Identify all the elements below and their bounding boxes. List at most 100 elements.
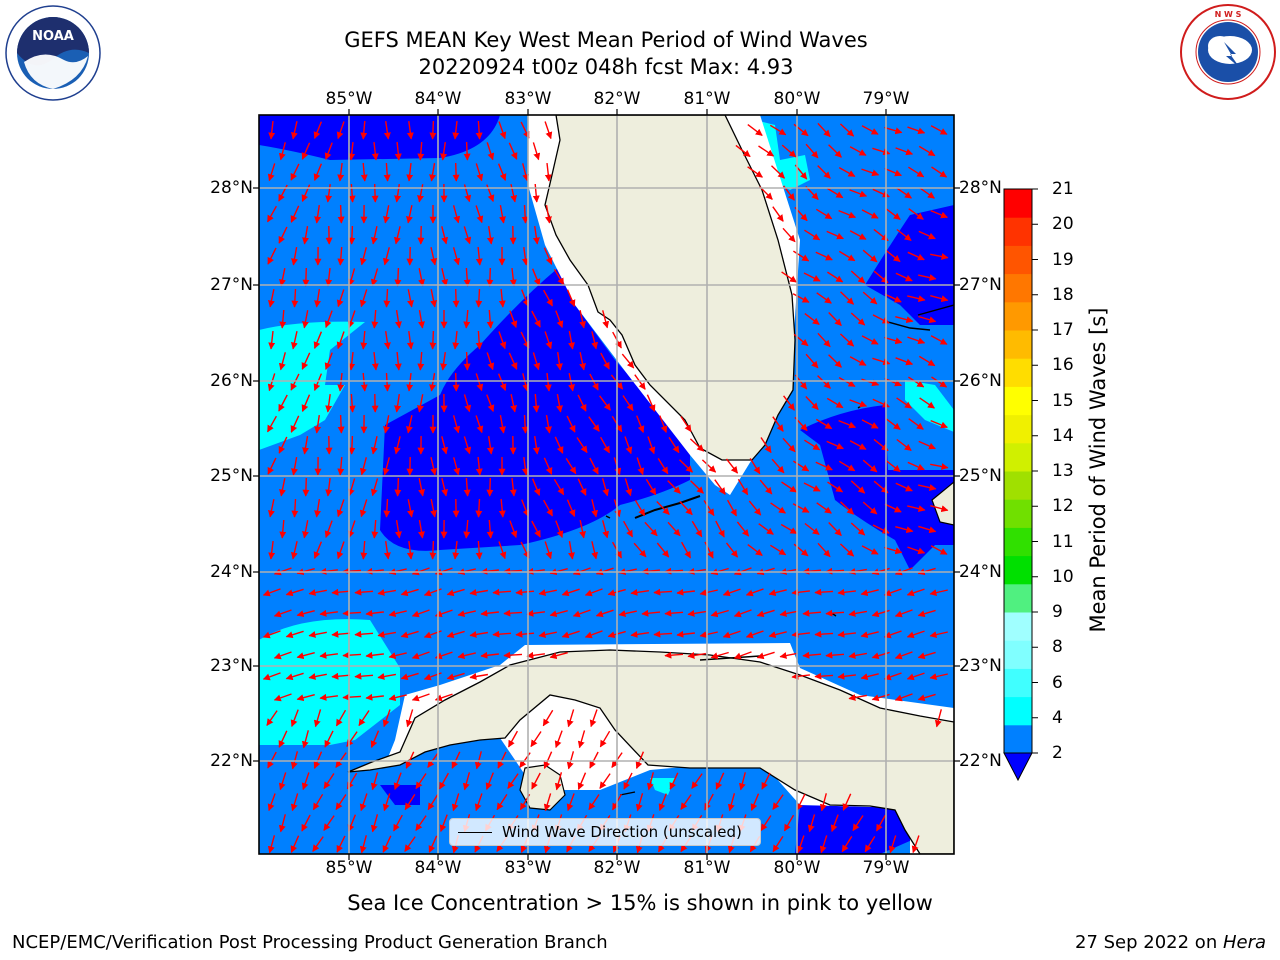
wave-direction-arrow	[745, 630, 764, 639]
wave-direction-arrow	[699, 589, 718, 597]
colorbar-segment	[1004, 471, 1032, 500]
wave-direction-arrow	[335, 794, 347, 811]
wave-direction-arrow	[679, 459, 694, 473]
colorbar-segment	[1004, 612, 1032, 641]
wave-direction-arrow	[400, 672, 419, 681]
lat-tick-left: 26°N	[210, 371, 253, 391]
wave-direction-arrow	[278, 394, 288, 412]
wave-direction-arrow	[542, 709, 554, 727]
wave-direction-arrow	[319, 693, 338, 701]
wave-direction-arrow	[635, 751, 645, 769]
wave-direction-arrow	[418, 268, 425, 287]
wave-direction-arrow	[521, 204, 529, 224]
noaa-logo-text: NOAA	[32, 29, 74, 44]
wave-direction-arrow	[348, 183, 356, 203]
wave-direction-arrow	[475, 415, 484, 434]
wave-direction-arrow	[475, 246, 483, 266]
footer-machine: Hera	[1222, 932, 1266, 953]
wave-direction-arrow	[452, 288, 460, 308]
wave-direction-arrow	[290, 163, 300, 181]
wave-direction-arrow	[508, 142, 518, 160]
wave-direction-arrow	[680, 794, 692, 810]
wave-direction-arrow	[336, 541, 345, 560]
wave-direction-arrow	[544, 373, 552, 392]
wave-direction-arrow	[383, 498, 391, 518]
wave-direction-arrow	[781, 144, 797, 158]
wave-direction-arrow	[862, 459, 878, 473]
wave-direction-arrow	[701, 459, 717, 473]
wave-direction-arrow	[545, 414, 552, 434]
wave-direction-arrow	[815, 461, 833, 471]
wave-direction-arrow	[522, 163, 530, 182]
footer-date: 27 Sep 2022 on Hera	[1075, 932, 1266, 954]
wave-direction-arrow	[768, 631, 787, 639]
wave-direction-arrow	[354, 588, 374, 596]
colorbar-tick-label: 21	[1052, 179, 1074, 199]
wave-direction-arrow	[635, 793, 644, 812]
wave-direction-arrow	[861, 378, 880, 387]
wave-direction-arrow	[457, 610, 476, 618]
wave-direction-arrow	[679, 500, 693, 516]
wave-direction-arrow	[492, 630, 512, 638]
wave-direction-arrow	[646, 772, 654, 791]
wave-direction-arrow	[498, 541, 507, 560]
wave-direction-arrow	[313, 541, 323, 559]
colorbar-tick-label: 14	[1052, 425, 1074, 446]
wave-direction-arrow	[588, 416, 600, 432]
lon-tick-bottom: 83°W	[504, 858, 552, 878]
colorbar-segment	[1004, 301, 1032, 331]
wave-direction-arrow	[676, 630, 695, 638]
wave-direction-arrow	[302, 310, 309, 329]
wave-direction-arrow	[804, 313, 820, 325]
wave-direction-arrow	[475, 205, 484, 224]
wave-direction-arrow	[792, 293, 810, 303]
wave-direction-arrow	[538, 589, 557, 596]
wave-direction-arrow	[521, 414, 529, 434]
wave-direction-arrow	[815, 418, 833, 430]
colorbar-segment	[1004, 668, 1032, 698]
wave-direction-arrow	[814, 630, 834, 638]
wave-direction-arrow	[805, 353, 819, 369]
lon-tick-top: 82°W	[593, 89, 641, 109]
wave-direction-arrow	[365, 693, 384, 701]
lat-tick-right: 23°N	[959, 656, 1002, 676]
wave-direction-arrow	[918, 440, 936, 450]
wave-direction-arrow	[782, 437, 796, 453]
wave-direction-arrow	[884, 377, 902, 387]
wave-direction-arrow	[531, 520, 541, 538]
wave-direction-arrow	[622, 520, 634, 538]
wave-direction-arrow	[296, 694, 315, 702]
wave-direction-arrow	[417, 184, 424, 203]
lon-tick-top: 84°W	[414, 89, 462, 109]
wave-direction-arrow	[314, 204, 322, 224]
wave-direction-arrow	[929, 589, 948, 597]
wave-direction-arrow	[301, 772, 310, 791]
wave-direction-arrow	[825, 651, 845, 659]
wave-direction-arrow	[279, 519, 287, 539]
wave-direction-arrow	[861, 335, 879, 345]
wave-direction-arrow	[644, 521, 658, 537]
wave-direction-arrow	[826, 397, 844, 409]
wave-direction-arrow	[895, 357, 914, 366]
wave-direction-arrow	[429, 162, 436, 182]
wave-direction-arrow	[463, 309, 471, 329]
wave-direction-arrow	[451, 793, 460, 812]
wave-direction-arrow	[815, 208, 833, 220]
wave-direction-arrow	[507, 773, 519, 789]
wave-direction-arrow	[393, 814, 403, 832]
wave-direction-arrow	[864, 836, 876, 853]
wave-direction-arrow	[360, 330, 368, 350]
wave-direction-arrow	[839, 543, 855, 557]
wave-direction-arrow	[657, 458, 669, 475]
wave-direction-arrow	[747, 124, 763, 136]
wave-direction-arrow	[441, 268, 449, 287]
wave-direction-arrow	[411, 651, 430, 660]
lon-tick-bottom: 84°W	[414, 858, 462, 878]
wave-direction-arrow	[646, 394, 656, 412]
wave-direction-arrow	[710, 609, 729, 618]
wave-direction-arrow	[486, 225, 494, 245]
wave-direction-arrow	[664, 609, 684, 617]
wave-direction-arrow	[463, 436, 472, 455]
wave-direction-arrow	[382, 709, 391, 728]
wave-direction-arrow	[267, 793, 276, 812]
